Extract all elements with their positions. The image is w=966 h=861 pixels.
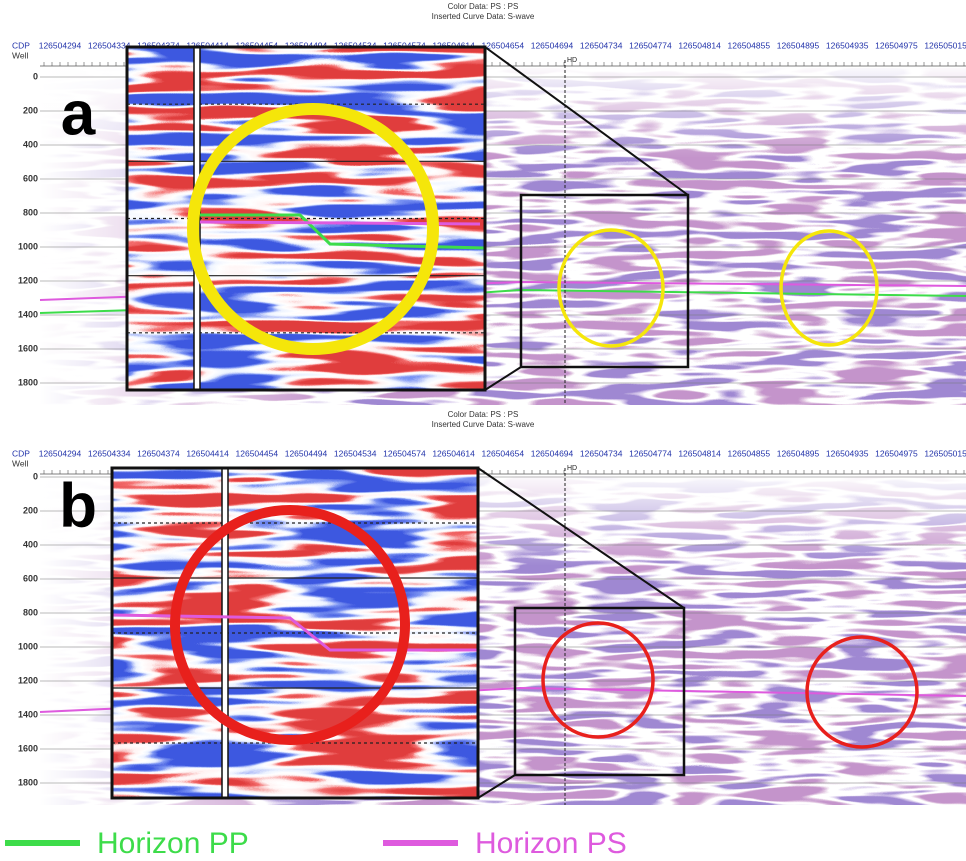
depth-label: 600 (23, 173, 38, 183)
depth-label: 0 (33, 71, 38, 81)
cdp-label: 126504855 (728, 448, 771, 458)
cdp-label: 126504534 (334, 448, 377, 458)
depth-label: 1000 (18, 241, 38, 251)
cdp-label: 126504414 (186, 448, 229, 458)
depth-label: 1000 (18, 641, 38, 651)
cdp-label: 126505015 (924, 448, 966, 458)
cdp-label: 126504494 (285, 448, 328, 458)
depth-label: 1600 (18, 343, 38, 353)
cdp-title: CDP (12, 40, 30, 50)
cdp-label: 126504734 (580, 40, 623, 50)
depth-label: 1800 (18, 777, 38, 787)
depth-label: 800 (23, 607, 38, 617)
cdp-label: 126504574 (383, 448, 426, 458)
legend-label: Horizon PP (97, 827, 249, 860)
panel-label: b (59, 471, 97, 540)
cdp-label: 126504734 (580, 448, 623, 458)
depth-label: 1800 (18, 377, 38, 387)
cdp-label: 126504814 (678, 40, 721, 50)
well-title: Well (12, 50, 28, 60)
cdp-label: 126504294 (39, 448, 82, 458)
cdp-label: 126504895 (777, 40, 820, 50)
depth-label: 400 (23, 539, 38, 549)
cdp-label: 126504774 (629, 40, 672, 50)
depth-label: 400 (23, 139, 38, 149)
cdp-label: 126504694 (531, 40, 574, 50)
cdp-label: 126504774 (629, 448, 672, 458)
panel-label: a (61, 79, 96, 148)
cdp-label: 126505015 (924, 40, 966, 50)
cdp-label: 126504454 (236, 448, 279, 458)
cdp-label: 126504334 (88, 448, 131, 458)
cdp-label: 126504935 (826, 448, 869, 458)
cdp-label: 126504614 (432, 448, 475, 458)
cdp-label: 126504935 (826, 40, 869, 50)
depth-label: 200 (23, 105, 38, 115)
inset-well (222, 468, 228, 798)
cdp-label: 126504975 (875, 40, 918, 50)
depth-label: 0 (33, 471, 38, 481)
legend-label: Horizon PS (475, 827, 627, 860)
header-text: Color Data: PS : PS (448, 2, 519, 11)
header-text: Inserted Curve Data: S-wave (432, 420, 535, 429)
cdp-label: 126504855 (728, 40, 771, 50)
header-text: Color Data: PS : PS (448, 410, 519, 419)
depth-label: 1400 (18, 709, 38, 719)
depth-label: 1200 (18, 275, 38, 285)
depth-label: 200 (23, 505, 38, 515)
well-title: Well (12, 458, 28, 468)
cdp-label: 126504694 (531, 448, 574, 458)
cdp-label: 126504814 (678, 448, 721, 458)
cdp-label: 126504654 (482, 448, 525, 458)
depth-label: 1200 (18, 675, 38, 685)
depth-label: 600 (23, 573, 38, 583)
depth-label: 1400 (18, 309, 38, 319)
cdp-label: 126504294 (39, 40, 82, 50)
depth-label: 800 (23, 207, 38, 217)
depth-label: 1600 (18, 743, 38, 753)
cdp-label: 126504374 (137, 448, 180, 458)
figure: Color Data: PS : PSInserted Curve Data: … (0, 0, 966, 861)
header-text: Inserted Curve Data: S-wave (432, 12, 535, 21)
cdp-label: 126504334 (88, 40, 131, 50)
cdp-label: 126504975 (875, 448, 918, 458)
cdp-label: 126504895 (777, 448, 820, 458)
cdp-title: CDP (12, 448, 30, 458)
marker-label: HD (567, 465, 577, 472)
marker-label: HD (567, 57, 577, 64)
